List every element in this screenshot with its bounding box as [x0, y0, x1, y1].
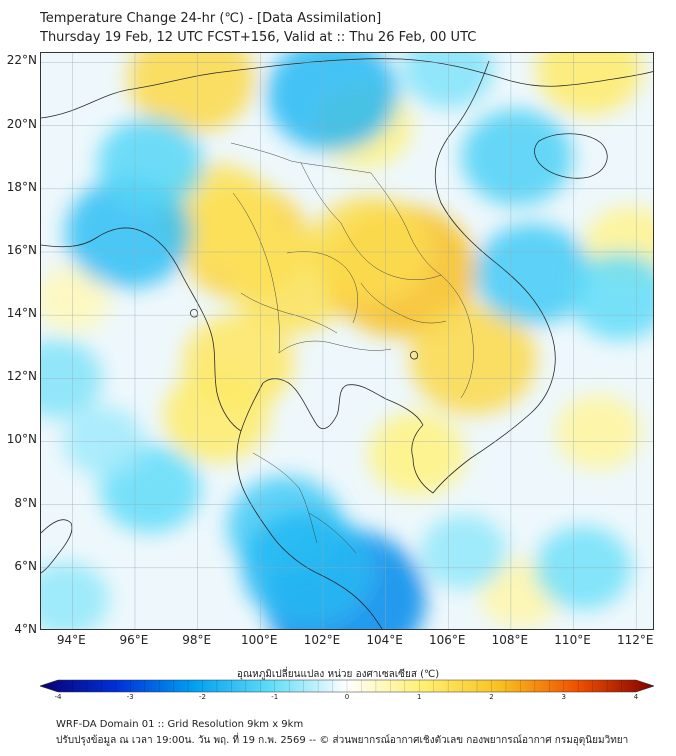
anomaly-blob-16: [266, 53, 399, 152]
footer-credit: ปรับปรุงข้อมูล ณ เวลา 19:00น. วัน พฤ. ที…: [56, 735, 629, 746]
anomaly-blob-12: [368, 412, 465, 496]
anomaly-blob-13: [555, 394, 642, 470]
mainland-coastline: [41, 58, 653, 629]
lon-label-96: 96°E: [119, 633, 149, 647]
footer-model-info: WRF-DA Domain 01 :: Grid Resolution 9km …: [56, 719, 304, 730]
anomaly-blob-23: [461, 108, 573, 206]
colorbar-title: อุณหภูมิเปลี่ยนแปลง หน่วย องศาเซลเซียส (…: [236, 669, 440, 680]
lat-label-6: 6°N: [14, 558, 37, 573]
lon-label-112: 112°E: [616, 633, 654, 647]
lat-label-8: 8°N: [14, 495, 37, 510]
map-panel: [40, 52, 654, 630]
lon-label-106: 106°E: [428, 633, 466, 647]
anomaly-blob-18: [97, 117, 204, 210]
cb-tick--2: -2: [199, 693, 206, 701]
lon-label-108: 108°E: [491, 633, 529, 647]
graticule: [41, 53, 653, 629]
anomaly-blob-15: [41, 266, 111, 333]
lon-label-102: 102°E: [303, 633, 341, 647]
gulf-islands: [190, 308, 418, 360]
lat-label-22: 22°N: [6, 53, 37, 68]
lat-label-20: 20°N: [6, 116, 37, 131]
colorbar: [39, 678, 655, 704]
hainan-island: [534, 133, 608, 179]
lat-label-4: 4°N: [14, 622, 37, 636]
lon-label-94: 94°E: [56, 633, 86, 647]
lat-label-18: 18°N: [6, 179, 37, 194]
lat-label-14: 14°N: [6, 306, 37, 321]
lon-label-100: 100°E: [241, 633, 278, 647]
lat-label-10: 10°N: [6, 432, 37, 447]
colorbar-svg: [39, 679, 655, 693]
cb-tick-4: 4: [633, 693, 639, 701]
cb-tick-0: 0: [344, 693, 350, 701]
anomaly-blob-8: [128, 53, 255, 134]
lon-label-104: 104°E: [366, 633, 403, 647]
anomaly-blob-4: [309, 196, 431, 302]
colorbar-divisions: [72, 680, 622, 692]
cb-tick--3: -3: [126, 693, 134, 701]
lat-label-16: 16°N: [6, 242, 37, 257]
chart-title: Temperature Change 24-hr (℃) - [Data Ass…: [40, 11, 382, 26]
lat-label-12: 12°N: [6, 369, 37, 384]
anomaly-blob-29: [41, 562, 110, 629]
anomaly-blob-24: [569, 252, 653, 341]
sumatra-coast: [41, 519, 73, 574]
cb-tick--1: -1: [271, 693, 279, 701]
temperature-map: [41, 53, 653, 629]
cb-tick-1: 1: [417, 693, 422, 701]
anomaly-blob-7: [163, 370, 270, 463]
cb-tick--4: -4: [54, 693, 62, 701]
anomaly-blob-30: [420, 514, 507, 590]
anomaly-blob-22: [474, 223, 592, 325]
cb-tick-3: 3: [561, 693, 566, 701]
cb-tick-2: 2: [489, 693, 494, 701]
chart-subtitle: Thursday 19 Feb, 12 UTC FCST+156, Valid …: [40, 30, 477, 45]
lon-label-98: 98°E: [182, 633, 212, 647]
lon-label-110: 110°E: [554, 633, 591, 647]
anomaly-blob-10: [536, 53, 643, 115]
